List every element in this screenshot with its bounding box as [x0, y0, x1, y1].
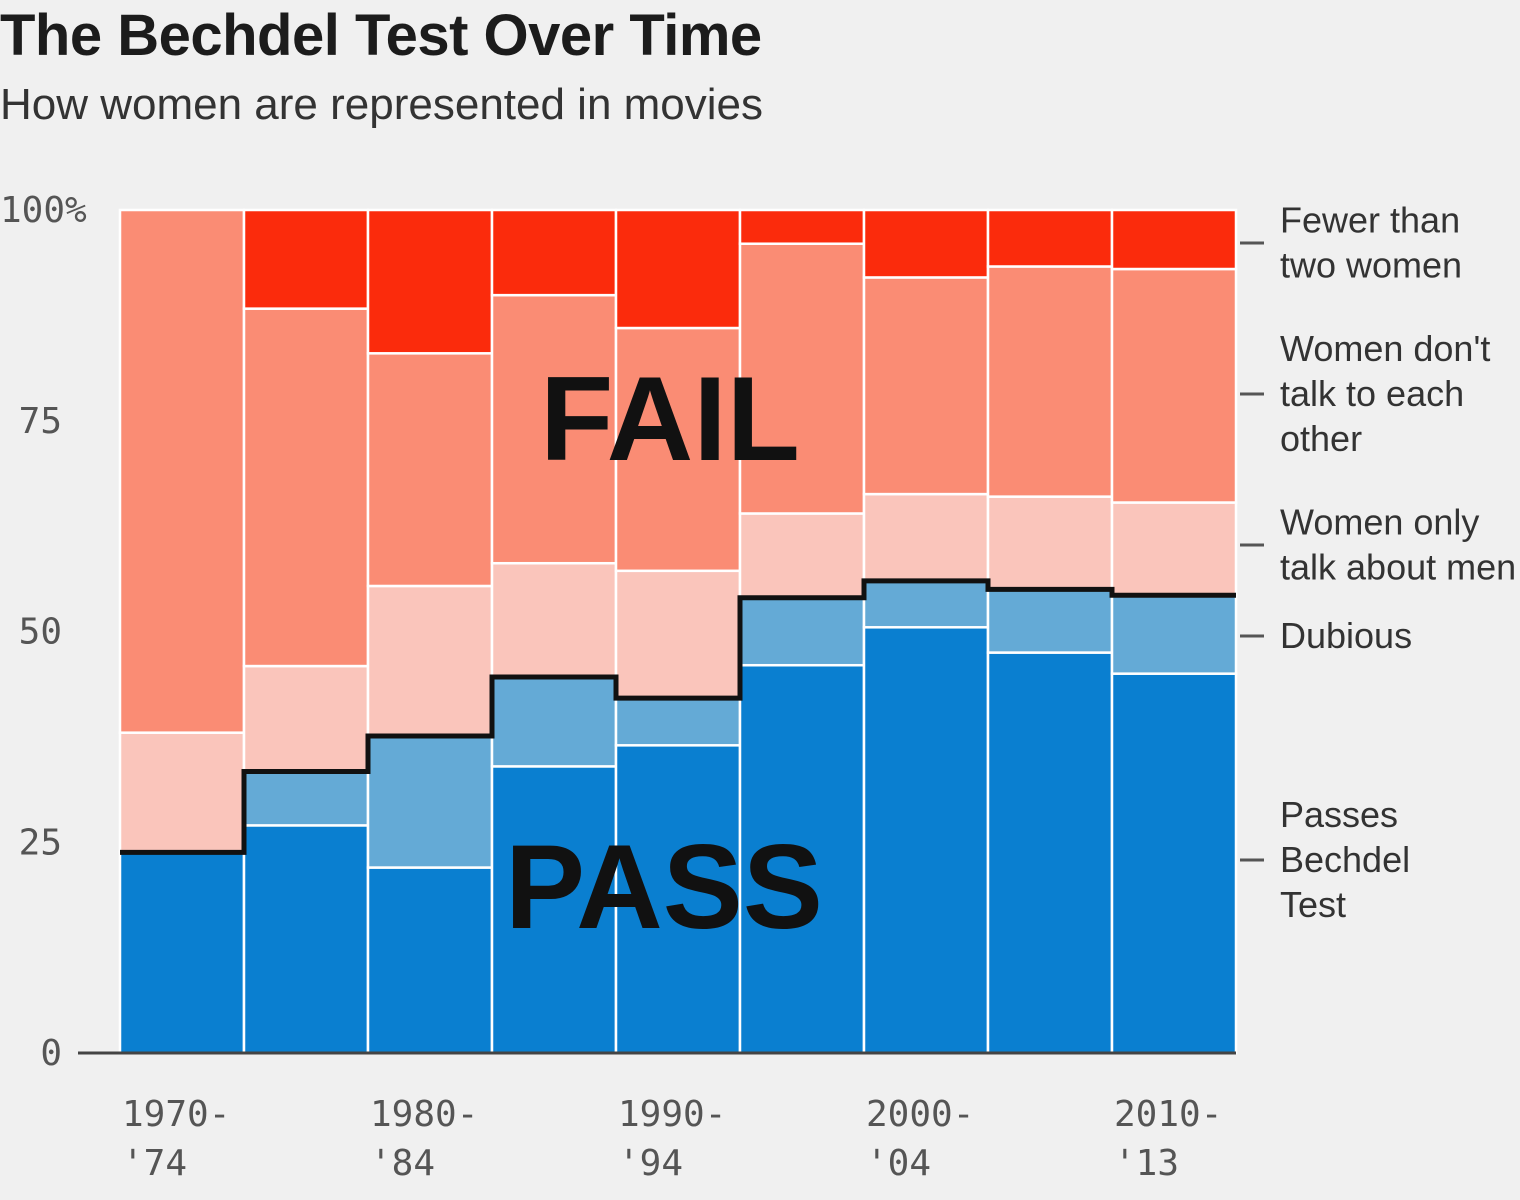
- bar-segment: [862, 492, 990, 583]
- x-tick-label: '13: [1114, 1143, 1179, 1184]
- bar-segment: [1110, 501, 1238, 597]
- bar-segment: [862, 276, 990, 496]
- bar-segment: [242, 208, 370, 310]
- bar-segment: [1110, 672, 1238, 1055]
- bar-segment: [490, 675, 618, 768]
- bar-segment: [242, 664, 370, 773]
- y-tick-label: 100%: [0, 190, 87, 231]
- pass-fail-boundary-layer: [120, 578, 1236, 855]
- bar-segment: [1110, 208, 1238, 271]
- legend-label: talk about men: [1280, 547, 1516, 588]
- legend-label: talk to each: [1280, 373, 1464, 414]
- x-tick-label: '74: [122, 1143, 187, 1184]
- bar-segment: [986, 265, 1114, 498]
- bar-segment: [490, 208, 618, 297]
- bar-segment: [242, 770, 370, 827]
- y-tick-label: 50: [19, 612, 62, 653]
- legend-label: other: [1280, 418, 1362, 459]
- annotations-layer: FAIL PASS: [505, 352, 823, 954]
- legend-label: Women only: [1280, 502, 1479, 543]
- bar-segment: [118, 851, 246, 1055]
- legend-label: Test: [1280, 884, 1346, 925]
- bar-segment: [738, 512, 866, 600]
- bar-segment: [1110, 594, 1238, 675]
- pass-annotation: PASS: [505, 820, 823, 954]
- bar-segment: [862, 626, 990, 1055]
- legend-label: Passes: [1280, 794, 1398, 835]
- bar-segment: [366, 584, 494, 738]
- x-tick-label: 1970-: [122, 1094, 230, 1135]
- chart-subtitle: How women are represented in movies: [0, 80, 764, 129]
- x-tick-label: '84: [370, 1143, 435, 1184]
- legend-label: Dubious: [1280, 615, 1412, 656]
- bar-segment: [986, 588, 1114, 654]
- bar-segment: [118, 208, 246, 734]
- bars-layer: [118, 208, 1238, 1055]
- legend-label: Fewer than: [1280, 200, 1460, 241]
- x-tick-label: '94: [618, 1143, 683, 1184]
- bar-segment: [366, 208, 494, 355]
- x-tick-label: 2010-: [1114, 1094, 1222, 1135]
- bar-segment: [242, 307, 370, 668]
- bar-segment: [986, 208, 1114, 268]
- bar-segment: [986, 495, 1114, 591]
- bar-segment: [614, 696, 742, 747]
- bar-segment: [366, 352, 494, 588]
- bar-segment: [862, 208, 990, 279]
- bar-segment: [614, 569, 742, 700]
- bar-segment: [1110, 267, 1238, 504]
- bar-segment: [366, 734, 494, 869]
- bar-segment: [366, 866, 494, 1055]
- y-tick-label: 0: [40, 1033, 62, 1074]
- x-tick-label: 2000-: [866, 1094, 974, 1135]
- pass-fail-step-line: [120, 578, 1236, 855]
- bar-segment: [986, 651, 1114, 1055]
- bar-segment: [118, 731, 246, 854]
- x-tick-label: 1980-: [370, 1094, 478, 1135]
- bar-segment: [242, 824, 370, 1055]
- bar-segment: [490, 293, 618, 565]
- bar-segment: [862, 579, 990, 629]
- bar-segment: [614, 208, 742, 330]
- legend-label: two women: [1280, 245, 1462, 286]
- legend-label: Women don't: [1280, 328, 1490, 369]
- bar-segment: [490, 561, 618, 679]
- y-tick-label: 75: [19, 401, 62, 442]
- bar-segment: [738, 596, 866, 667]
- y-tick-label: 25: [19, 822, 62, 863]
- axes-layer: 0 25 50 75 100% 1970- '74 1980- '84 1990- '94 2000-…: [0, 190, 1236, 1184]
- chart-title: The Bechdel Test Over Time: [0, 3, 762, 68]
- bar-segment: [490, 765, 618, 1055]
- bar-segment: [738, 208, 866, 245]
- x-tick-label: '04: [866, 1143, 931, 1184]
- legend-label: Bechdel: [1280, 839, 1410, 880]
- x-tick-label: 1990-: [618, 1094, 726, 1135]
- fail-annotation: FAIL: [540, 352, 800, 486]
